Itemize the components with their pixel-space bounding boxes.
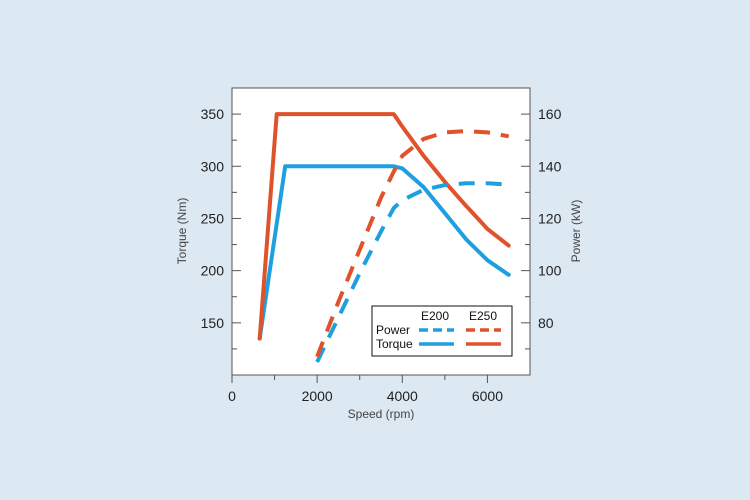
legend: E200 E250 Power Torque (371, 305, 513, 357)
x-tick-label: 4000 (387, 388, 418, 404)
legend-row-torque: Torque (376, 337, 413, 351)
tick-labels: 0 2000 4000 6000 150 200 250 300 350 80 100 120 140 1… (201, 106, 562, 404)
series-line-e200-torque (257, 164, 511, 341)
x-tick-label: 0 (228, 388, 236, 404)
y-left-tick-label: 250 (201, 210, 225, 226)
y-left-tick-label: 150 (201, 315, 225, 331)
series-line-e250-torque (257, 112, 511, 341)
x-tick-label: 2000 (302, 388, 333, 404)
x-tick-label: 6000 (472, 388, 503, 404)
y-right-tick-label: 100 (538, 263, 562, 279)
y-right-axis-title: Power (kW) (569, 200, 583, 263)
y-right-tick-label: 160 (538, 106, 562, 122)
axis-ticks (231, 87, 530, 383)
legend-row-power: Power (376, 323, 410, 337)
y-left-axis-title: Torque (Nm) (175, 198, 189, 265)
y-right-tick-label: 120 (538, 210, 562, 226)
x-axis-title: Speed (rpm) (348, 407, 415, 421)
series-line-e200-power (315, 181, 509, 363)
y-right-tick-label: 80 (538, 315, 554, 331)
legend-header-e250: E250 (469, 309, 497, 323)
legend-header-e200: E200 (421, 309, 449, 323)
y-left-tick-label: 350 (201, 106, 225, 122)
y-left-tick-label: 200 (201, 263, 225, 279)
y-right-tick-label: 140 (538, 158, 562, 174)
series-line-e250-power (315, 129, 510, 358)
y-left-tick-label: 300 (201, 158, 225, 174)
series-layer (257, 112, 511, 363)
